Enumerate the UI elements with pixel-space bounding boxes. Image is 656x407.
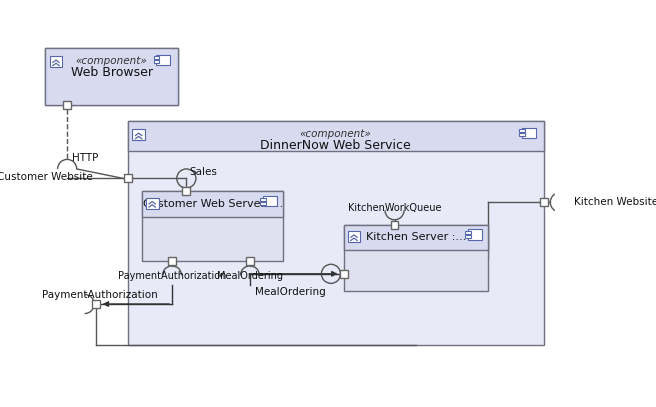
Text: DinnerNow Web Service: DinnerNow Web Service [260, 139, 411, 152]
Bar [154, 56, 159, 59]
Bar [142, 191, 283, 261]
Bar [50, 56, 62, 67]
Text: MealOrdering: MealOrdering [217, 271, 283, 281]
Bar [465, 235, 471, 238]
Bar [262, 196, 277, 206]
Text: Kitchen Server :...: Kitchen Server :... [366, 232, 466, 242]
Bar [522, 128, 536, 138]
Bar [540, 198, 548, 206]
Bar [156, 55, 171, 65]
Text: Web Browser: Web Browser [71, 66, 153, 79]
Bar [92, 300, 100, 308]
Bar [45, 48, 178, 105]
Bar [127, 121, 544, 151]
Bar [63, 101, 71, 109]
Bar [260, 197, 266, 201]
Bar [146, 197, 159, 209]
Text: PaymentAuthorization: PaymentAuthorization [118, 271, 226, 281]
Bar [344, 225, 488, 291]
Text: KitchenWorkQueue: KitchenWorkQueue [348, 204, 441, 213]
Text: Sales: Sales [190, 167, 217, 177]
Bar [344, 225, 488, 250]
Bar [182, 187, 190, 195]
Text: Kitchen Website: Kitchen Website [574, 197, 656, 207]
Text: Customer Web Server :...: Customer Web Server :... [142, 199, 283, 209]
Text: «component»: «component» [300, 129, 371, 139]
Text: PaymentAuthorization: PaymentAuthorization [42, 290, 157, 300]
Text: MealOrdering: MealOrdering [255, 287, 325, 297]
Bar [520, 133, 525, 136]
Text: HTTP: HTTP [72, 153, 98, 163]
Bar [246, 257, 254, 265]
Bar [260, 201, 266, 205]
Text: Customer Website: Customer Website [0, 172, 93, 182]
Bar [520, 129, 525, 132]
Bar [127, 121, 544, 345]
Bar [465, 231, 471, 234]
Bar [340, 270, 348, 278]
Bar [123, 175, 131, 182]
Text: «component»: «component» [76, 56, 148, 66]
Bar [133, 129, 145, 140]
Bar [390, 221, 398, 228]
Bar [154, 60, 159, 63]
Bar [45, 48, 178, 105]
Bar [348, 231, 360, 242]
Bar [142, 191, 283, 217]
Bar [168, 257, 176, 265]
Bar [468, 229, 482, 240]
